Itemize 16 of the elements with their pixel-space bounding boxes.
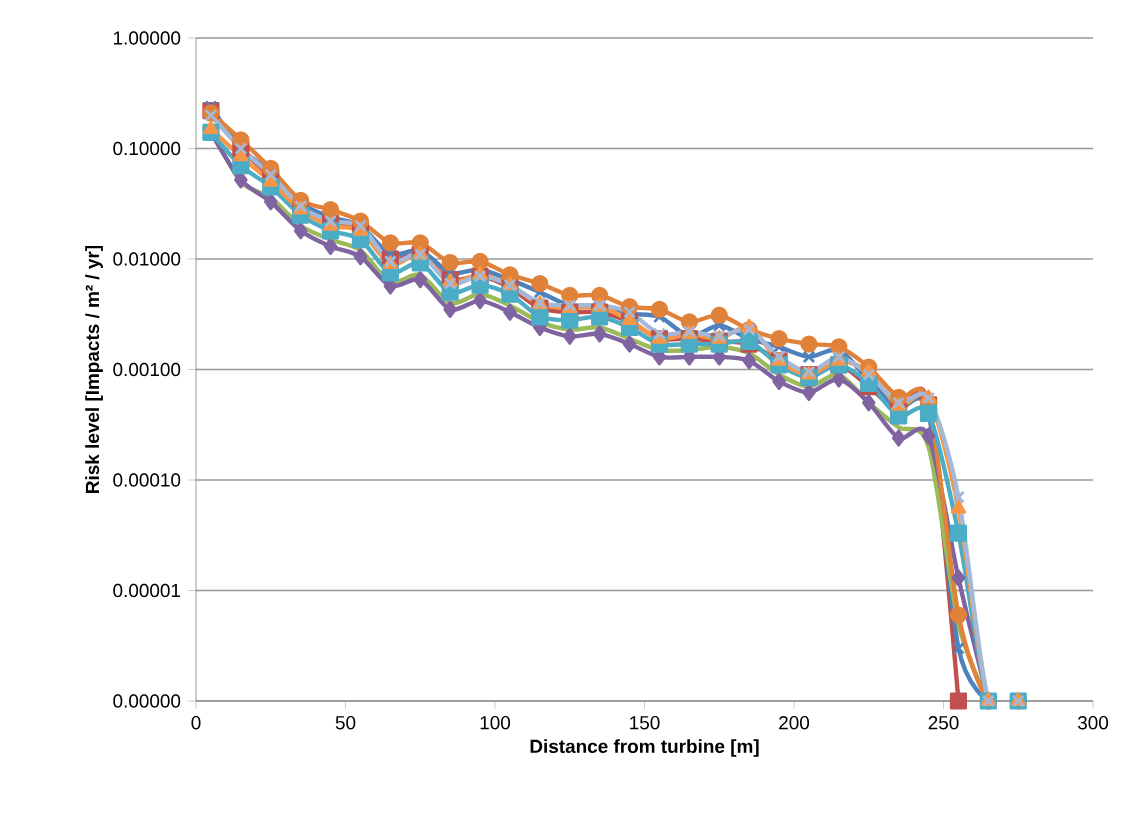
x-tick-label: 250 bbox=[928, 716, 959, 730]
y-tick-label: 0.01000 bbox=[113, 252, 181, 266]
x-tick-label: 0 bbox=[191, 716, 201, 730]
x-tick-label: 50 bbox=[335, 716, 356, 730]
y-tick-label: 0.00001 bbox=[113, 583, 181, 598]
x-tick-label: 150 bbox=[630, 716, 660, 730]
y-tick-label: 0.00010 bbox=[113, 473, 181, 487]
y-tick-label: 0.00100 bbox=[113, 362, 181, 377]
x-tick-label: 100 bbox=[480, 716, 511, 730]
x-tick-label: 300 bbox=[1077, 716, 1109, 730]
y-tick-label: 0.10000 bbox=[113, 141, 181, 156]
y-tick-label: 0.00000 bbox=[113, 694, 181, 708]
y-tick-label: 1.00000 bbox=[113, 31, 181, 45]
x-tick-label: 200 bbox=[779, 716, 810, 730]
y-axis-title: Risk level [Impacts / m² / yr] bbox=[85, 245, 103, 493]
x-axis-title: Distance from turbine [m] bbox=[530, 739, 759, 757]
